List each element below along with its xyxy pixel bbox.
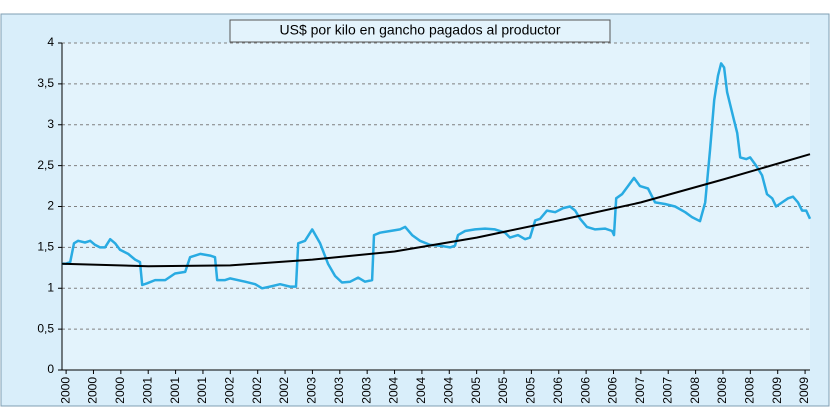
x-tick-label: 2002 [277, 377, 291, 404]
y-tick-label: 0,5 [37, 321, 54, 335]
y-tick-label: 3,5 [37, 76, 54, 90]
x-tick-label: 2007 [660, 377, 674, 404]
chart-title: US$ por kilo en gancho pagados al produc… [280, 22, 561, 38]
x-tick-label: 2003 [332, 377, 346, 404]
y-tick-label: 1 [47, 280, 54, 294]
x-tick-label: 2005 [496, 377, 510, 404]
title-box [229, 19, 611, 43]
x-tick-label: 2001 [168, 377, 182, 404]
x-tick-label: 2006 [551, 377, 565, 404]
x-tick-label: 2008 [743, 377, 757, 404]
x-tick-label: 2006 [578, 377, 592, 404]
x-tick-label: 2002 [222, 377, 236, 404]
x-tick-label: 2006 [606, 377, 620, 404]
series-line [62, 62, 812, 290]
y-tick-label: 2,5 [37, 158, 54, 172]
x-tick-label: 2003 [359, 377, 373, 404]
y-tick-label: 2 [47, 199, 54, 213]
x-tick-label: 2004 [387, 377, 401, 404]
x-tick-label: 2000 [113, 377, 127, 404]
x-tick-label: 2009 [797, 377, 811, 404]
x-tick-label: 2005 [524, 377, 538, 404]
x-tick-label: 2002 [250, 377, 264, 404]
x-tick-label: 2001 [195, 377, 209, 404]
y-tick-label: 1,5 [37, 240, 54, 254]
y-tick-label: 4 [47, 35, 54, 49]
x-tick-label: 2003 [305, 377, 319, 404]
series-line [61, 153, 811, 268]
y-tick-label: 3 [47, 117, 54, 131]
x-tick-label: 2008 [688, 377, 702, 404]
x-tick-label: 2001 [140, 377, 154, 404]
x-tick-label: 2004 [441, 377, 455, 404]
x-tick-label: 2007 [633, 377, 647, 404]
y-tick-label: 0 [47, 362, 54, 376]
x-tick-label: 2005 [469, 377, 483, 404]
x-tick-label: 2009 [770, 377, 784, 404]
x-tick-label: 2000 [58, 377, 72, 404]
x-tick-label: 2004 [414, 377, 428, 404]
x-tick-label: 2008 [715, 377, 729, 404]
x-tick-label: 2000 [86, 377, 100, 404]
